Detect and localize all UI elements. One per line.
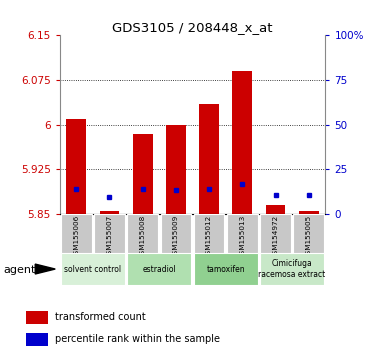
Polygon shape [35,264,55,274]
Text: solvent control: solvent control [64,264,121,274]
Text: tamoxifen: tamoxifen [206,264,245,274]
Bar [260,253,324,285]
Title: GDS3105 / 208448_x_at: GDS3105 / 208448_x_at [112,21,273,34]
Bar [299,211,319,214]
Bar [127,253,191,285]
Text: GSM155008: GSM155008 [140,215,146,259]
Text: GSM154972: GSM154972 [273,215,278,259]
Bar [232,71,252,214]
Bar [133,134,152,214]
Bar [26,311,48,324]
Bar [293,214,324,253]
Bar [94,214,125,253]
Bar [66,119,86,214]
Bar [227,214,258,253]
Text: GSM155006: GSM155006 [73,215,79,259]
Bar [194,214,224,253]
Bar [194,253,258,285]
Text: GSM155013: GSM155013 [239,215,245,259]
Bar [99,211,119,214]
Text: GSM155007: GSM155007 [107,215,112,259]
Bar [266,205,285,214]
Bar [260,214,291,253]
Bar [26,333,48,346]
Text: GSM155009: GSM155009 [173,215,179,259]
Bar [61,253,125,285]
Bar [127,214,158,253]
Text: Cimicifuga
racemosa extract: Cimicifuga racemosa extract [258,259,326,279]
Text: percentile rank within the sample: percentile rank within the sample [55,335,220,344]
Text: GSM155012: GSM155012 [206,215,212,259]
Text: GSM155005: GSM155005 [306,215,312,259]
Bar [161,214,191,253]
Bar [166,125,186,214]
Text: estradiol: estradiol [142,264,176,274]
Text: agent: agent [4,265,36,275]
Bar [199,104,219,214]
Text: transformed count: transformed count [55,312,146,322]
Bar [61,214,92,253]
